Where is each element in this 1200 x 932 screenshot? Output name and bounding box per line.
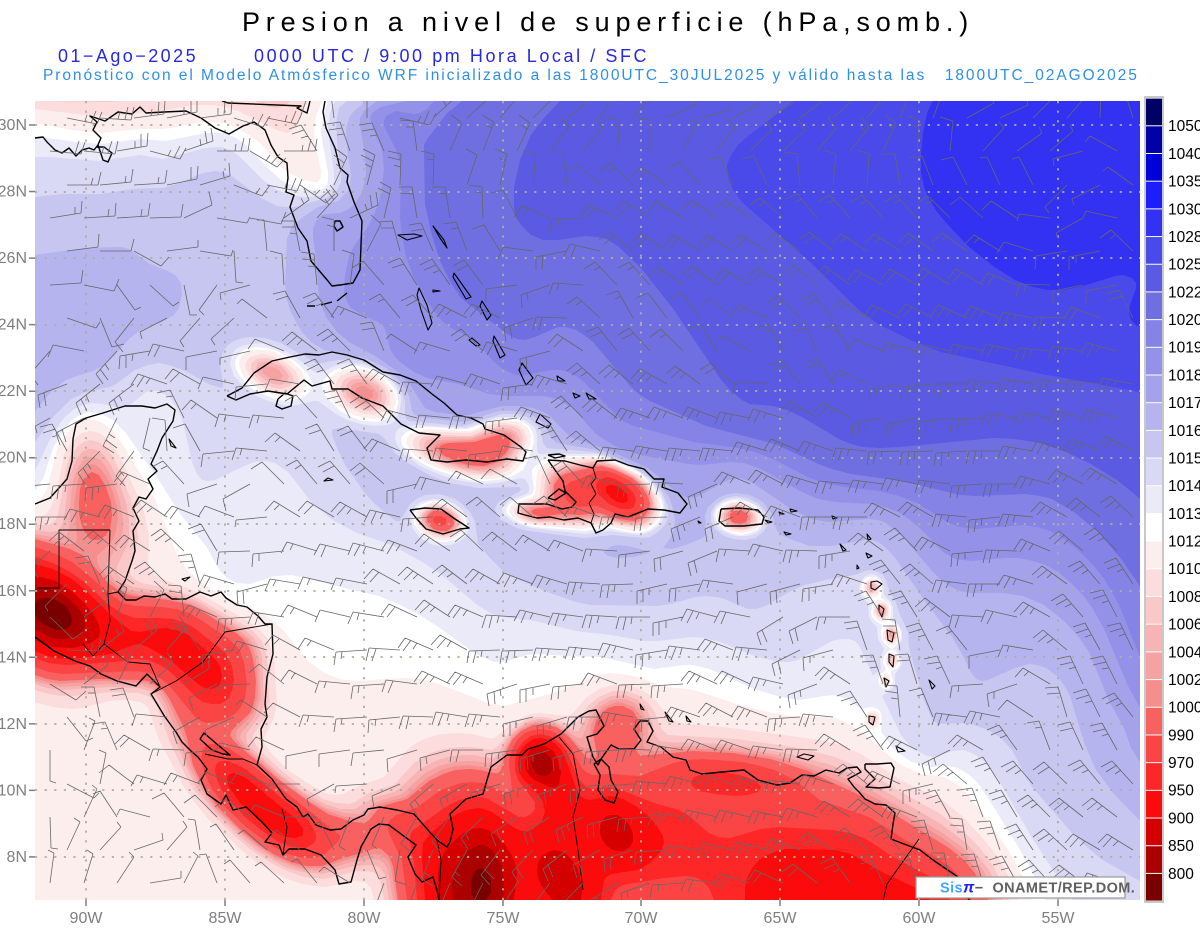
svg-text:1004: 1004: [1168, 644, 1200, 661]
svg-text:1000: 1000: [1168, 700, 1200, 717]
svg-text:1040: 1040: [1168, 146, 1200, 163]
svg-text:22N: 22N: [0, 383, 27, 400]
svg-text:1006: 1006: [1168, 617, 1200, 634]
svg-text:85W: 85W: [209, 910, 243, 927]
svg-text:55W: 55W: [1042, 910, 1076, 927]
svg-text:8N: 8N: [7, 849, 27, 866]
svg-text:26N: 26N: [0, 250, 27, 267]
svg-text:1019: 1019: [1168, 340, 1200, 357]
svg-text:970: 970: [1168, 755, 1194, 772]
svg-text:800: 800: [1168, 866, 1194, 883]
svg-text:1022: 1022: [1168, 284, 1200, 301]
svg-text:28N: 28N: [0, 184, 27, 201]
svg-text:900: 900: [1168, 810, 1194, 827]
svg-text:75W: 75W: [487, 910, 521, 927]
svg-text:1035: 1035: [1168, 174, 1200, 191]
svg-text:950: 950: [1168, 783, 1194, 800]
svg-text:01−Ago−2025: 01−Ago−2025: [58, 46, 198, 66]
svg-text:12N: 12N: [0, 716, 27, 733]
svg-text:14N: 14N: [0, 649, 27, 666]
svg-text:24N: 24N: [0, 317, 27, 334]
svg-text:16N: 16N: [0, 583, 27, 600]
svg-text:80W: 80W: [348, 910, 382, 927]
svg-text:1017: 1017: [1168, 395, 1200, 412]
svg-text:850: 850: [1168, 838, 1194, 855]
svg-text:1015: 1015: [1168, 451, 1200, 468]
svg-text:18N: 18N: [0, 516, 27, 533]
svg-text:1014: 1014: [1168, 478, 1200, 495]
svg-text:90W: 90W: [70, 910, 104, 927]
svg-text:30N: 30N: [0, 117, 27, 134]
svg-text:1018: 1018: [1168, 367, 1200, 384]
svg-text:10N: 10N: [0, 782, 27, 799]
svg-text:65W: 65W: [764, 910, 798, 927]
svg-text:1010: 1010: [1168, 561, 1200, 578]
svg-text:1016: 1016: [1168, 423, 1200, 440]
svg-text:1030: 1030: [1168, 201, 1200, 218]
svg-text:1013: 1013: [1168, 506, 1200, 523]
svg-text:60W: 60W: [903, 910, 937, 927]
svg-text:1012: 1012: [1168, 534, 1200, 551]
svg-text:1002: 1002: [1168, 672, 1200, 689]
svg-text:1050: 1050: [1168, 118, 1200, 135]
svg-text:Pronóstico con el Modelo Atmós: Pronóstico con el Modelo Atmósferico WRF…: [43, 67, 1139, 84]
svg-text:70W: 70W: [625, 910, 659, 927]
svg-text:1028: 1028: [1168, 229, 1200, 246]
svg-text:0000 UTC / 9:00 pm Hora Local: 0000 UTC / 9:00 pm Hora Local / SFC: [254, 46, 649, 66]
svg-text:990: 990: [1168, 727, 1194, 744]
svg-text:20N: 20N: [0, 450, 27, 467]
svg-text:Presion a nivel de superficie: Presion a nivel de superficie (hPa,somb.…: [242, 7, 974, 37]
svg-text:1025: 1025: [1168, 257, 1200, 274]
svg-text:1008: 1008: [1168, 589, 1200, 606]
svg-text:1020: 1020: [1168, 312, 1200, 329]
svg-text:Sisπ− ONAMET/REP.DOM.: Sisπ− ONAMET/REP.DOM.: [940, 880, 1135, 897]
